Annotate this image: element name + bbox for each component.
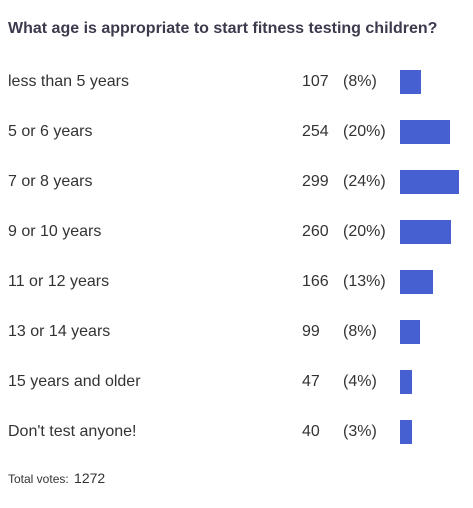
vote-count: 107 xyxy=(302,73,329,90)
vote-percent: (13%) xyxy=(343,273,386,290)
poll-row: 9 or 10 years 260 (20%) xyxy=(0,207,473,257)
poll-row: 15 years and older 47 (4%) xyxy=(0,357,473,407)
poll-row: 11 or 12 years 166 (13%) xyxy=(0,257,473,307)
total-votes-label: Total votes: xyxy=(8,472,69,486)
vote-percent: (24%) xyxy=(343,173,386,190)
vote-count: 166 xyxy=(302,273,329,290)
vote-bar xyxy=(400,220,451,244)
option-label: 5 or 6 years xyxy=(8,123,93,140)
poll-row: 13 or 14 years 99 (8%) xyxy=(0,307,473,357)
vote-count: 47 xyxy=(302,373,320,390)
vote-bar xyxy=(400,420,412,444)
poll-row: less than 5 years 107 (8%) xyxy=(0,57,473,107)
vote-count: 40 xyxy=(302,423,320,440)
vote-percent: (8%) xyxy=(343,323,377,340)
vote-percent: (20%) xyxy=(343,123,386,140)
vote-count: 260 xyxy=(302,223,329,240)
vote-bar xyxy=(400,170,459,194)
option-label: 9 or 10 years xyxy=(8,223,102,240)
poll-row: 5 or 6 years 254 (20%) xyxy=(0,107,473,157)
poll-row: 7 or 8 years 299 (24%) xyxy=(0,157,473,207)
total-votes-value: 1272 xyxy=(74,470,106,486)
option-label: less than 5 years xyxy=(8,73,129,90)
vote-percent: (4%) xyxy=(343,373,377,390)
vote-bar xyxy=(400,320,420,344)
poll-question: What age is appropriate to start fitness… xyxy=(8,20,438,37)
option-label: 13 or 14 years xyxy=(8,323,111,340)
vote-bar xyxy=(400,370,412,394)
vote-count: 299 xyxy=(302,173,329,190)
vote-percent: (3%) xyxy=(343,423,377,440)
option-label: 15 years and older xyxy=(8,373,141,390)
option-label: 11 or 12 years xyxy=(8,273,110,290)
option-label: 7 or 8 years xyxy=(8,173,93,190)
vote-percent: (20%) xyxy=(343,223,386,240)
vote-bar xyxy=(400,70,421,94)
vote-percent: (8%) xyxy=(343,73,377,90)
option-label: Don't test anyone! xyxy=(8,423,137,440)
vote-count: 99 xyxy=(302,323,320,340)
vote-count: 254 xyxy=(302,123,329,140)
poll-row: Don't test anyone! 40 (3%) xyxy=(0,407,473,457)
vote-bar xyxy=(400,270,433,294)
vote-bar xyxy=(400,120,450,144)
total-votes: Total votes: 1272 xyxy=(8,470,105,486)
